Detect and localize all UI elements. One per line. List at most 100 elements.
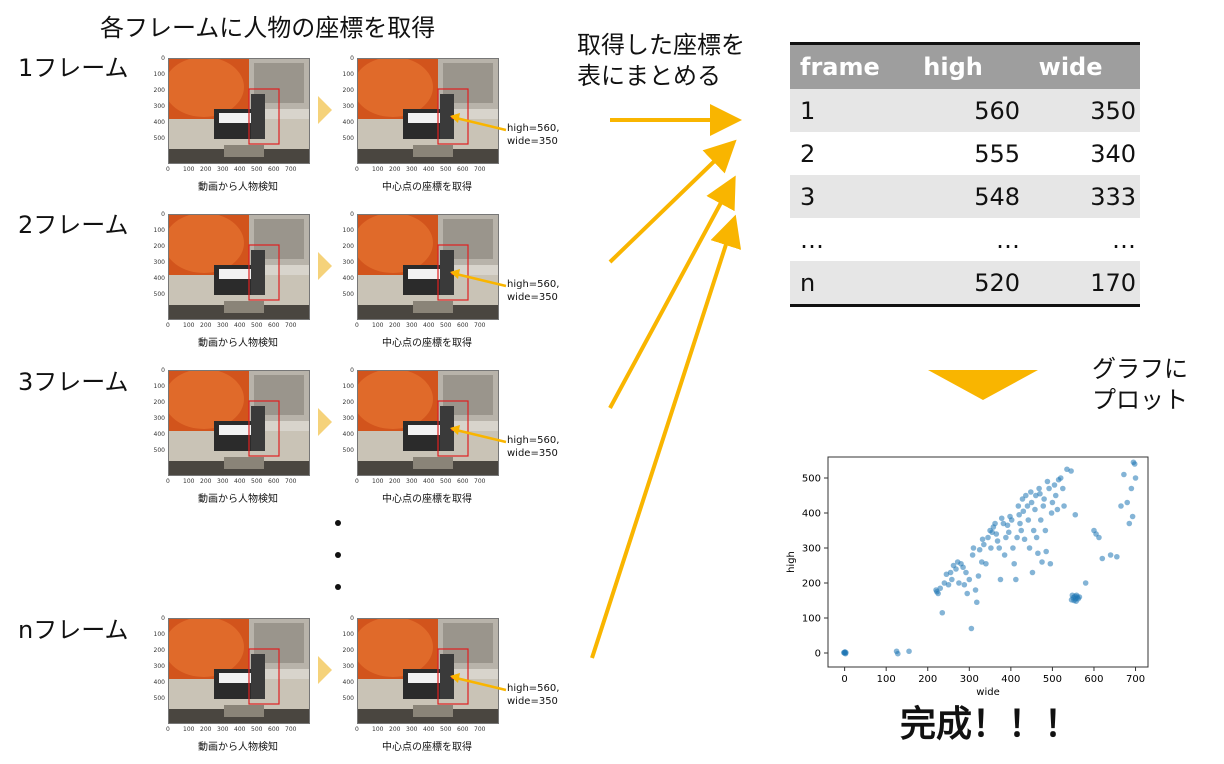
- panel-x-tick: 0: [166, 322, 170, 329]
- panel-y-tick: 0: [350, 55, 354, 62]
- scatter-point: [1041, 496, 1047, 502]
- panel-y-tick: 400: [153, 119, 165, 126]
- panel-x-tick: 500: [251, 726, 263, 733]
- panel-y-tick: 0: [350, 367, 354, 374]
- panel-y-tick: 400: [342, 679, 354, 686]
- scatter-point: [1072, 511, 1079, 518]
- scatter-point: [1037, 490, 1043, 497]
- cell-high: 560: [974, 96, 1020, 125]
- panel-x-tick: 400: [423, 726, 435, 733]
- panel-caption-center-point: 中心点の座標を取得: [382, 182, 472, 193]
- arrow-frame-n: [590, 214, 742, 659]
- scatter-point: [981, 541, 987, 548]
- panel-x-tick: 100: [372, 166, 384, 173]
- scatter-point: [1068, 468, 1074, 474]
- scatter-point: [1129, 513, 1136, 520]
- cell-wide: 170: [1090, 268, 1136, 297]
- panel-x-tick: 500: [251, 322, 263, 329]
- coordinate-annotation: high=560, wide=350: [507, 278, 559, 304]
- y-tick-label: 500: [802, 474, 821, 485]
- panel-y-tick: 100: [342, 227, 354, 234]
- scatter-point: [975, 573, 982, 579]
- panel-x-tick: 300: [406, 322, 418, 329]
- panel-x-tick: 600: [268, 322, 280, 329]
- table-row: … … …: [790, 218, 1140, 261]
- scatter-point: [1003, 534, 1009, 541]
- panel-y-tick: 400: [153, 275, 165, 282]
- cell-high: 520: [974, 268, 1020, 297]
- process-chevron: [318, 656, 332, 684]
- scatter-point: [1013, 576, 1019, 583]
- panel-y-tick: 200: [153, 647, 165, 654]
- scatter-point: [1042, 527, 1049, 534]
- panel-x-tick: 700: [285, 166, 297, 173]
- scene-graphic: [169, 619, 309, 723]
- scatter-point: [1044, 478, 1051, 485]
- panel-y-tick: 100: [342, 631, 354, 638]
- scatter-point: [972, 587, 979, 593]
- cell-frame: 1: [800, 96, 816, 125]
- panel-x-tick: 0: [166, 726, 170, 733]
- annotation-high: high=560,: [507, 123, 560, 134]
- scatter-point: [968, 625, 975, 632]
- scatter-point: [998, 515, 1005, 522]
- panel-x-tick: 0: [166, 478, 170, 485]
- table-header: frame high wide: [790, 42, 1140, 89]
- y-tick-label: 200: [802, 579, 821, 590]
- plot-caption-line1: グラフに: [1092, 355, 1188, 383]
- scatter-point: [992, 520, 998, 527]
- panel-x-tick: 200: [389, 166, 401, 173]
- table-caption-line1: 取得した座標を: [577, 31, 745, 59]
- scatter-point: [1017, 520, 1023, 527]
- annotation-arrow: [450, 425, 507, 444]
- panel-x-tick: 0: [355, 166, 359, 173]
- panel-x-tick: 700: [474, 166, 486, 173]
- panel-y-tick: 100: [153, 71, 165, 78]
- scatter-point: [1124, 499, 1131, 506]
- x-tick-label: 200: [918, 674, 937, 685]
- panel-x-tick: 600: [457, 478, 469, 485]
- frame-image: [168, 618, 310, 724]
- scatter-point: [963, 569, 969, 576]
- panel-x-tick: 600: [457, 322, 469, 329]
- scene-graphic: [169, 215, 309, 319]
- scatter-point: [1029, 569, 1036, 576]
- y-tick-label: 300: [802, 544, 821, 555]
- scatter-point: [939, 609, 946, 616]
- table-caption-line2: 表にまとめる: [577, 62, 721, 90]
- panel-x-tick: 300: [406, 726, 418, 733]
- panel-x-tick: 500: [251, 166, 263, 173]
- panel-x-tick: 400: [234, 726, 246, 733]
- scatter-point: [1114, 553, 1120, 560]
- frame-image: [357, 214, 499, 320]
- frame-image: [168, 58, 310, 164]
- panel-y-tick: 500: [342, 447, 354, 454]
- x-tick-label: 700: [1126, 674, 1145, 685]
- panel-x-tick: 700: [285, 478, 297, 485]
- panel-x-tick: 100: [372, 478, 384, 485]
- x-tick-label: 500: [1043, 674, 1062, 685]
- panel-y-tick: 500: [342, 291, 354, 298]
- panel-x-tick: 400: [234, 478, 246, 485]
- scatter-point: [1047, 560, 1054, 567]
- panel-caption-detect: 動画から人物検知: [198, 182, 278, 193]
- scatter-point: [1005, 529, 1012, 536]
- scatter-point: [1016, 511, 1022, 518]
- cell-frame: 2: [800, 139, 816, 168]
- scene-graphic: [358, 59, 498, 163]
- panel-y-tick: 500: [342, 695, 354, 702]
- x-tick-label: 300: [960, 674, 979, 685]
- panel-y-tick: 200: [342, 647, 354, 654]
- scatter-point: [1018, 527, 1025, 534]
- panel-x-tick: 200: [389, 322, 401, 329]
- table-row: n 520 170: [790, 261, 1140, 307]
- x-tick-label: 400: [1001, 674, 1020, 685]
- scatter-point: [1028, 499, 1035, 506]
- panel-x-tick: 700: [474, 726, 486, 733]
- frame-image: [357, 618, 499, 724]
- scatter-point: [1051, 482, 1058, 488]
- panel-x-tick: 100: [183, 478, 195, 485]
- scatter-point: [973, 599, 980, 606]
- scatter-point: [1082, 580, 1089, 586]
